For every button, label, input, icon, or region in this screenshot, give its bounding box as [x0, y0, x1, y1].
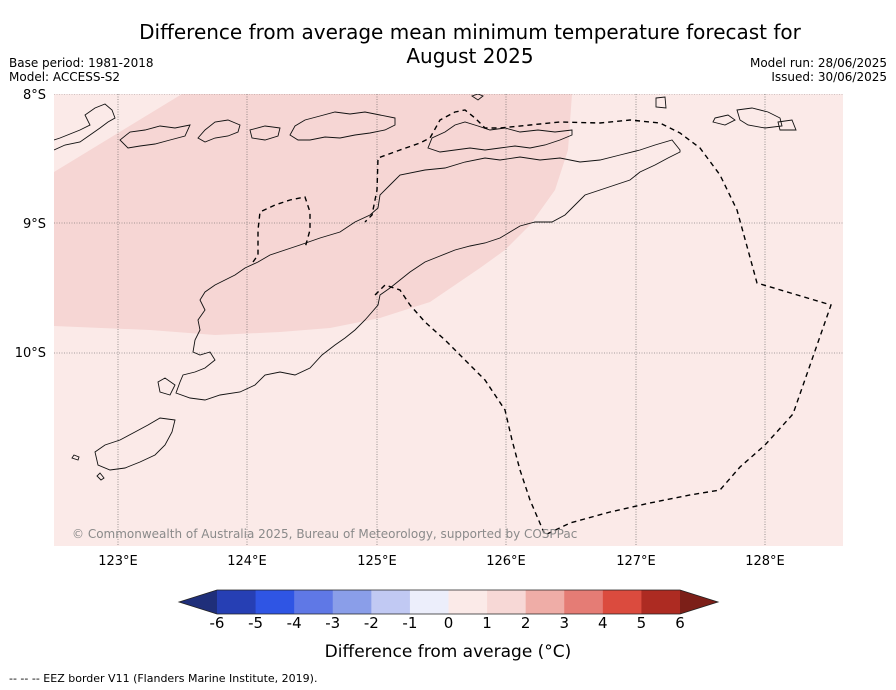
map-title: Difference from average mean minimum tem… [100, 20, 840, 68]
colorbar-tick-label: -1 [402, 614, 418, 632]
colorbar-swatch [332, 590, 372, 614]
coastline-moa [777, 119, 797, 131]
eez-border-timor-leste [364, 109, 832, 536]
lat-label-10s: 10°S [15, 346, 46, 361]
colorbar-swatch [641, 590, 681, 614]
graticule [54, 94, 843, 546]
coastline-roti [94, 417, 176, 471]
colorbar-tick-label: -4 [286, 614, 302, 632]
lon-label-128e: 128°E [745, 554, 785, 569]
colorbar-outline [177, 589, 720, 615]
lon-label-124e: 124°E [227, 554, 267, 569]
colorbar-swatch [217, 590, 257, 614]
colorbar-tick-label: 3 [559, 614, 570, 632]
colorbar-swatch [255, 590, 295, 614]
coastline-wetar [427, 121, 573, 153]
issued-date: Issued: 30/06/2025 [771, 70, 887, 84]
colorbar-tick-label: 0 [443, 614, 454, 632]
coastlines [54, 94, 797, 481]
coastline-flores-east [197, 119, 241, 143]
eez-border-oecusse [252, 196, 311, 263]
coastline-lembata [249, 125, 281, 141]
colorbar-tick-label: -5 [248, 614, 264, 632]
coastline-small-2 [71, 454, 80, 461]
colorbar-swatch [294, 590, 334, 614]
anomaly-band-1-2 [54, 94, 572, 335]
coastline-small-1 [96, 472, 105, 481]
colorbar-title: Difference from average (°C) [324, 642, 572, 662]
base-period: Base period: 1981-2018 [9, 56, 154, 70]
lon-label-125e: 125°E [357, 554, 397, 569]
coastline-alor [289, 111, 396, 141]
colorbar-swatch [564, 590, 604, 614]
meta-left: Base period: 1981-2018 Model: ACCESS-S2 [9, 56, 154, 84]
model-run: Model run: 28/06/2025 [749, 56, 887, 70]
eez-footnote: -- -- -- EEZ border V11 (Flanders Marine… [9, 672, 318, 685]
title-line-2: August 2025 [406, 44, 534, 68]
colorbar-tick-label: 4 [598, 614, 608, 632]
coastline-timor [175, 139, 681, 401]
colorbar-swatch [602, 590, 642, 614]
lat-label-9s: 9°S [23, 217, 46, 232]
coastline-savu [157, 377, 176, 396]
colorbar-tick-label: 6 [675, 614, 685, 632]
coastline-kisar [655, 96, 667, 109]
colorbar-tick-label: 5 [636, 614, 647, 632]
title-line-1: Difference from average mean minimum tem… [139, 20, 801, 44]
colorbar-tick-label: -6 [209, 614, 225, 632]
colorbar [177, 589, 720, 615]
coastline-lakor [712, 114, 736, 126]
colorbar-extend-low [179, 590, 217, 614]
coastline-atauro [470, 94, 484, 101]
colorbar-tick-label: 2 [520, 614, 531, 632]
colorbar-swatch [371, 590, 411, 614]
coastline-leti [736, 107, 783, 129]
copyright-notice: © Commonwealth of Australia 2025, Bureau… [72, 527, 577, 541]
meta-right: Model run: 28/06/2025 Issued: 30/06/2025 [750, 56, 887, 84]
colorbar-swatch [448, 590, 488, 614]
colorbar-tick-label: -2 [363, 614, 379, 632]
coastline-flores [54, 103, 116, 151]
coastline-solor [119, 124, 191, 149]
lat-label-8s: 8°S [23, 88, 46, 103]
model-name: Model: ACCESS-S2 [9, 70, 121, 84]
lon-label-127e: 127°E [616, 554, 656, 569]
colorbar-swatch [487, 590, 527, 614]
colorbar-extend-high [680, 590, 718, 614]
colorbar-swatch [525, 590, 565, 614]
colorbar-ticks: -6 -5 -4 -3 -2 -1 0 1 2 3 4 5 6 [0, 614, 896, 634]
colorbar-tick-label: 1 [482, 614, 492, 632]
lon-label-123e: 123°E [98, 554, 138, 569]
lon-label-126e: 126°E [486, 554, 526, 569]
eez-borders [252, 109, 832, 536]
colorbar-tick-label: -3 [325, 614, 341, 632]
colorbar-swatch [409, 590, 449, 614]
